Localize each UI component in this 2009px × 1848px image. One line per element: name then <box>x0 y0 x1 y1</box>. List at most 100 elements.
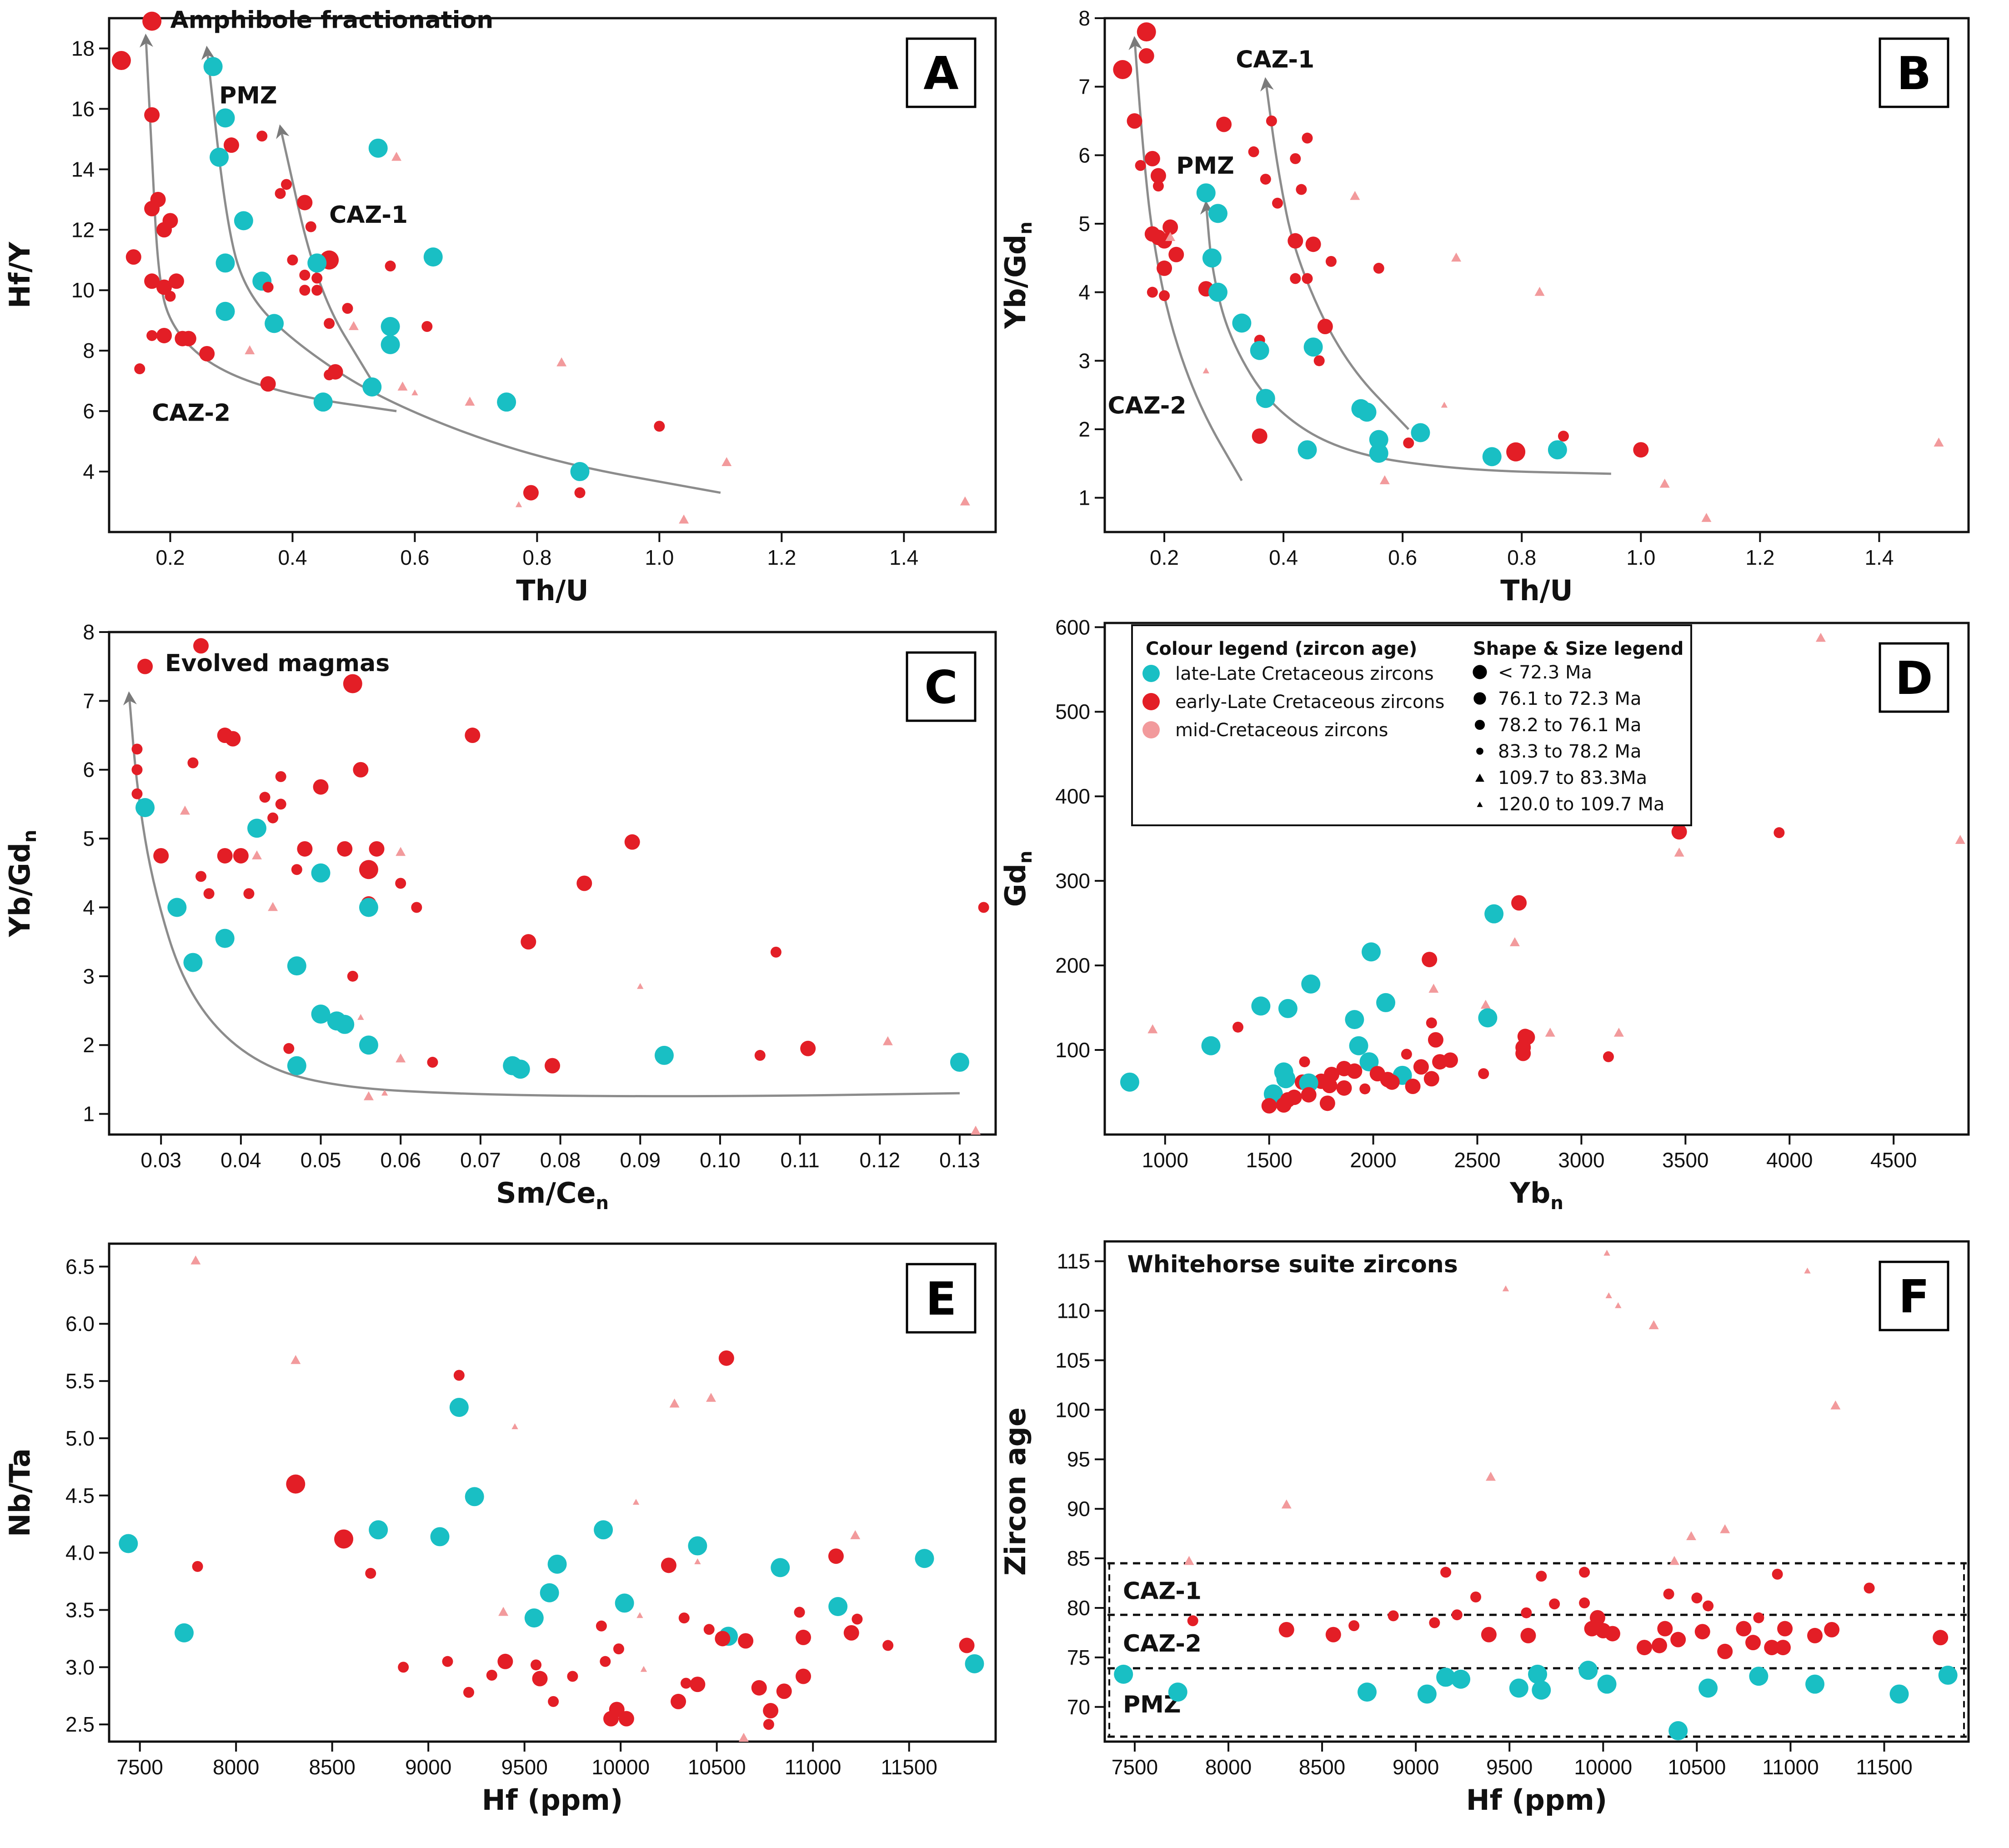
mid-zircon-point <box>636 1612 643 1618</box>
early-zircon-point <box>199 346 215 362</box>
x-tick-label: 0.04 <box>220 1148 261 1172</box>
panel-d-gd-vs-yb: 1000 1500 2000 2500 3000 3500 4000 4500 100 200 30… <box>999 615 1970 1214</box>
mid-zircon-point <box>1648 1320 1659 1330</box>
annotation-label: Evolved magmas <box>165 650 390 677</box>
y-tick-label: 5.0 <box>65 1426 95 1450</box>
early-zircon-point <box>369 841 385 857</box>
late-zircon-point <box>1528 1664 1548 1684</box>
mid-zircon-point <box>1428 984 1439 993</box>
early-zircon-point <box>1426 1017 1437 1029</box>
early-zircon-point <box>1388 1610 1399 1622</box>
early-zircon-point <box>1933 1630 1949 1646</box>
late-zircon-point <box>247 819 266 838</box>
early-zircon-point <box>1302 273 1313 284</box>
early-zircon-point <box>1422 952 1438 968</box>
plot-frame-e <box>108 1242 997 1743</box>
early-zircon-point <box>1558 431 1569 442</box>
panel-letter-box <box>1879 37 1949 108</box>
mid-zircon-point <box>1545 1027 1555 1037</box>
early-zircon-point <box>463 1687 474 1698</box>
late-zircon-point <box>368 138 388 158</box>
early-zircon-point <box>794 1607 805 1618</box>
early-zircon-point <box>548 1696 559 1707</box>
x-tick-label: 1500 <box>1246 1148 1293 1172</box>
early-zircon-point <box>613 1643 624 1655</box>
early-zircon-point <box>1511 895 1527 911</box>
annotation-label: CAZ-1 <box>1236 46 1314 73</box>
early-zircon-point <box>275 798 286 810</box>
late-zircon-point <box>1251 996 1271 1016</box>
late-zircon-point <box>1299 1073 1318 1093</box>
mid-zircon-point <box>1934 437 1944 447</box>
early-zircon-point <box>1772 1568 1783 1580</box>
early-zircon-point <box>311 272 323 284</box>
early-zircon-point <box>1137 22 1156 42</box>
y-tick-label: 6 <box>83 399 95 423</box>
early-zircon-point <box>334 1529 354 1549</box>
mid-zircon-point <box>1147 1024 1158 1034</box>
early-zircon-point <box>465 728 481 743</box>
early-zircon-point <box>852 1613 863 1625</box>
annotation-label: PMZ <box>219 82 277 110</box>
panel-letter-box <box>906 651 977 722</box>
early-zircon-point <box>1266 116 1277 126</box>
legend-colour-label: late-Late Cretaceous zircons <box>1175 663 1434 684</box>
late-zircon-point <box>511 1060 530 1079</box>
early-zircon-point <box>144 273 160 289</box>
early-zircon-point <box>1745 1635 1761 1651</box>
late-zircon-point <box>119 1534 138 1553</box>
colour-legend-title: Colour legend (zircon age) <box>1146 638 1417 659</box>
plot-frame-f <box>1103 1240 1970 1743</box>
late-zircon-point <box>965 1654 984 1673</box>
mid-zircon-point <box>357 1014 364 1020</box>
early-zircon-point <box>690 1677 706 1692</box>
early-zircon-point <box>1299 1056 1310 1068</box>
x-axis-label-c: Sm/Cen <box>496 1176 609 1214</box>
late-zircon-point <box>423 247 443 267</box>
late-zircon-point <box>1345 1010 1364 1029</box>
late-zircon-point <box>265 314 284 333</box>
early-zircon-point <box>486 1670 497 1681</box>
early-zircon-point <box>1216 116 1232 132</box>
early-zircon-point <box>153 848 169 864</box>
late-zircon-point <box>362 377 382 397</box>
early-zircon-point <box>1127 113 1142 129</box>
trend-line-pmz <box>201 45 721 494</box>
y-tick-label: 4 <box>83 460 95 483</box>
early-zircon-point <box>131 743 143 755</box>
mid-zircon-point <box>669 1398 680 1408</box>
late-zircon-point <box>594 1520 613 1540</box>
early-zircon-point <box>385 261 396 272</box>
late-zircon-point <box>1376 993 1396 1012</box>
panel-e-nbta-vs-hf: 7500 8000 8500 9000 9500 10000 10500 11000 11500… <box>3 1242 997 1817</box>
y-tick-label: 10 <box>71 278 95 302</box>
x-tick-label: 0.13 <box>939 1148 980 1172</box>
early-zircon-point <box>203 888 215 899</box>
y-tick-label: 1 <box>1078 486 1090 510</box>
early-zircon-point <box>703 1624 715 1635</box>
x-tick-label: 1000 <box>1142 1148 1188 1172</box>
legend-frame <box>1131 624 1692 826</box>
shape-legend-title: Shape & Size legend <box>1473 638 1683 659</box>
mid-zircon-point <box>1955 835 1965 844</box>
early-zircon-point <box>281 179 292 190</box>
late-zircon-point <box>1278 999 1298 1018</box>
late-zircon-point <box>1482 447 1502 467</box>
mid-zircon-point <box>694 1558 701 1564</box>
early-zircon-point <box>532 1671 548 1687</box>
plot-frame-b <box>1103 17 1970 533</box>
y-tick-label: 6.0 <box>65 1312 95 1336</box>
y-tick-label: 3 <box>1078 349 1090 372</box>
x-tick-label: 11500 <box>881 1755 937 1779</box>
x-tick-label: 10500 <box>1668 1755 1726 1779</box>
mid-zircon-point <box>411 389 418 396</box>
mid-zircon-point <box>1350 191 1360 200</box>
early-zircon-point <box>1157 260 1172 276</box>
mid-zircon-point <box>679 514 689 524</box>
mid-zircon-point <box>971 1125 981 1135</box>
y-tick-label: 105 <box>1055 1348 1090 1372</box>
late-zircon-point <box>1548 440 1567 460</box>
late-zircon-point <box>615 1593 634 1613</box>
mid-zircon-point <box>1674 847 1684 857</box>
mid-zircon-point <box>1441 402 1448 408</box>
